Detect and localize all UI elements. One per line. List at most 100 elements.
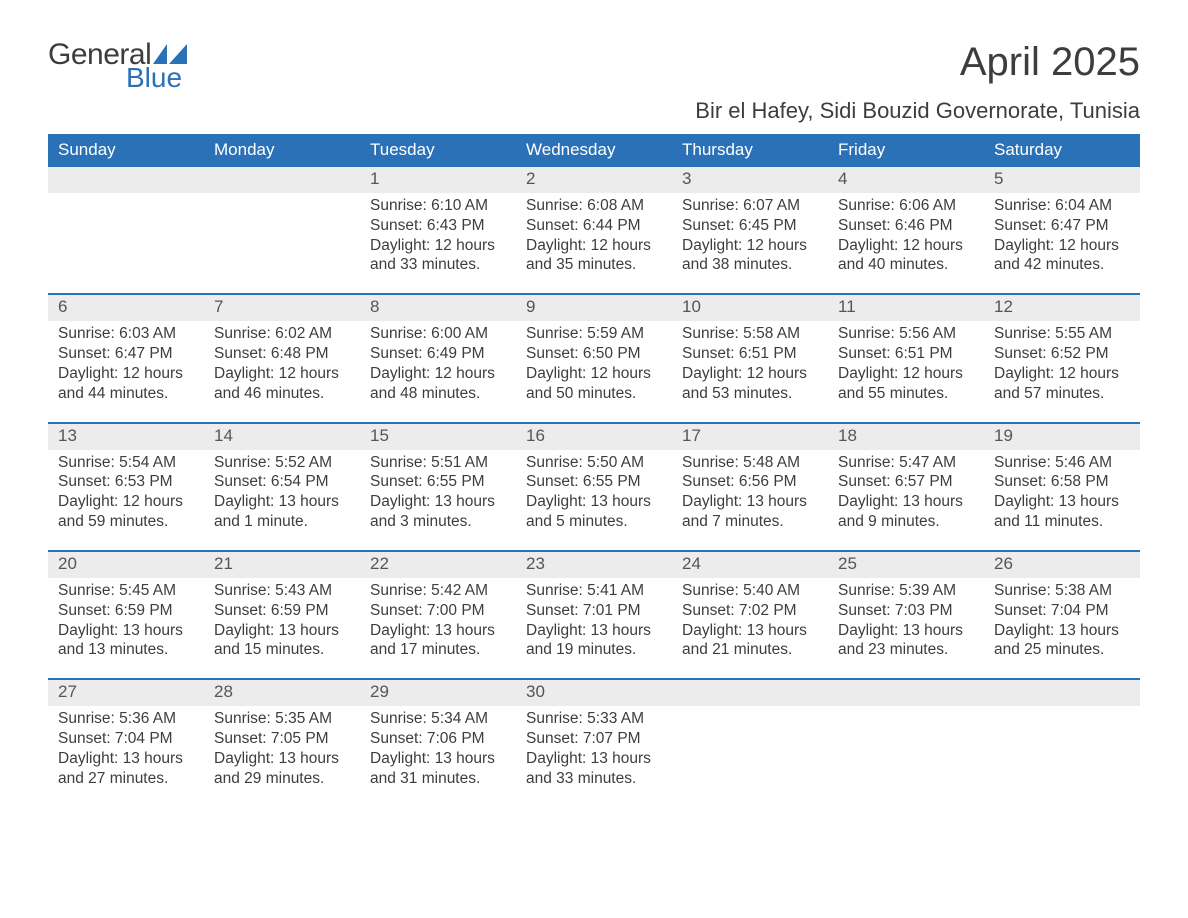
daylight-text: Daylight: 13 hours and 21 minutes.	[682, 621, 818, 661]
sunrise-text: Sunrise: 6:00 AM	[370, 324, 506, 344]
day-details: Sunrise: 6:03 AMSunset: 6:47 PMDaylight:…	[48, 321, 204, 403]
calendar-day-cell: 23Sunrise: 5:41 AMSunset: 7:01 PMDayligh…	[516, 552, 672, 678]
day-number: 15	[360, 424, 516, 450]
day-number: 16	[516, 424, 672, 450]
sunset-text: Sunset: 6:44 PM	[526, 216, 662, 236]
daylight-text: Daylight: 13 hours and 11 minutes.	[994, 492, 1130, 532]
calendar-day-cell	[48, 167, 204, 293]
day-number: 3	[672, 167, 828, 193]
day-details: Sunrise: 5:42 AMSunset: 7:00 PMDaylight:…	[360, 578, 516, 660]
sunset-text: Sunset: 7:05 PM	[214, 729, 350, 749]
day-details	[984, 706, 1140, 709]
calendar-day-cell: 20Sunrise: 5:45 AMSunset: 6:59 PMDayligh…	[48, 552, 204, 678]
sunrise-text: Sunrise: 5:45 AM	[58, 581, 194, 601]
sunset-text: Sunset: 7:00 PM	[370, 601, 506, 621]
daylight-text: Daylight: 13 hours and 1 minute.	[214, 492, 350, 532]
daylight-text: Daylight: 12 hours and 57 minutes.	[994, 364, 1130, 404]
sunrise-text: Sunrise: 6:07 AM	[682, 196, 818, 216]
sunset-text: Sunset: 6:54 PM	[214, 472, 350, 492]
calendar-day-cell: 10Sunrise: 5:58 AMSunset: 6:51 PMDayligh…	[672, 295, 828, 421]
sunrise-text: Sunrise: 6:02 AM	[214, 324, 350, 344]
calendar-week-row: 20Sunrise: 5:45 AMSunset: 6:59 PMDayligh…	[48, 550, 1140, 678]
calendar-week-row: 13Sunrise: 5:54 AMSunset: 6:53 PMDayligh…	[48, 422, 1140, 550]
day-number: 6	[48, 295, 204, 321]
sunset-text: Sunset: 6:48 PM	[214, 344, 350, 364]
day-number: 4	[828, 167, 984, 193]
sunset-text: Sunset: 6:57 PM	[838, 472, 974, 492]
day-number: 13	[48, 424, 204, 450]
day-details: Sunrise: 5:59 AMSunset: 6:50 PMDaylight:…	[516, 321, 672, 403]
calendar-day-cell: 18Sunrise: 5:47 AMSunset: 6:57 PMDayligh…	[828, 424, 984, 550]
day-details: Sunrise: 5:40 AMSunset: 7:02 PMDaylight:…	[672, 578, 828, 660]
calendar-day-cell: 28Sunrise: 5:35 AMSunset: 7:05 PMDayligh…	[204, 680, 360, 806]
day-number: 17	[672, 424, 828, 450]
day-details: Sunrise: 5:41 AMSunset: 7:01 PMDaylight:…	[516, 578, 672, 660]
day-details: Sunrise: 6:02 AMSunset: 6:48 PMDaylight:…	[204, 321, 360, 403]
day-details: Sunrise: 5:35 AMSunset: 7:05 PMDaylight:…	[204, 706, 360, 788]
weekday-header: Thursday	[672, 134, 828, 167]
sunset-text: Sunset: 6:49 PM	[370, 344, 506, 364]
weekday-header: Sunday	[48, 134, 204, 167]
sunrise-text: Sunrise: 5:59 AM	[526, 324, 662, 344]
day-number: 28	[204, 680, 360, 706]
daylight-text: Daylight: 13 hours and 19 minutes.	[526, 621, 662, 661]
location-subtitle: Bir el Hafey, Sidi Bouzid Governorate, T…	[48, 98, 1140, 124]
day-number: 9	[516, 295, 672, 321]
daylight-text: Daylight: 13 hours and 33 minutes.	[526, 749, 662, 789]
daylight-text: Daylight: 12 hours and 38 minutes.	[682, 236, 818, 276]
day-details: Sunrise: 6:06 AMSunset: 6:46 PMDaylight:…	[828, 193, 984, 275]
sunrise-text: Sunrise: 6:03 AM	[58, 324, 194, 344]
weekday-header: Wednesday	[516, 134, 672, 167]
sunrise-text: Sunrise: 5:46 AM	[994, 453, 1130, 473]
daylight-text: Daylight: 13 hours and 13 minutes.	[58, 621, 194, 661]
sunrise-text: Sunrise: 6:04 AM	[994, 196, 1130, 216]
day-number: 1	[360, 167, 516, 193]
day-details	[672, 706, 828, 709]
day-number: 18	[828, 424, 984, 450]
day-number: 27	[48, 680, 204, 706]
daylight-text: Daylight: 12 hours and 35 minutes.	[526, 236, 662, 276]
sunset-text: Sunset: 6:59 PM	[58, 601, 194, 621]
day-details: Sunrise: 6:00 AMSunset: 6:49 PMDaylight:…	[360, 321, 516, 403]
daylight-text: Daylight: 13 hours and 3 minutes.	[370, 492, 506, 532]
daylight-text: Daylight: 12 hours and 46 minutes.	[214, 364, 350, 404]
day-details: Sunrise: 5:43 AMSunset: 6:59 PMDaylight:…	[204, 578, 360, 660]
calendar-table: Sunday Monday Tuesday Wednesday Thursday…	[48, 134, 1140, 807]
calendar-week-row: 27Sunrise: 5:36 AMSunset: 7:04 PMDayligh…	[48, 678, 1140, 806]
day-number: 24	[672, 552, 828, 578]
calendar-day-cell: 9Sunrise: 5:59 AMSunset: 6:50 PMDaylight…	[516, 295, 672, 421]
daylight-text: Daylight: 12 hours and 48 minutes.	[370, 364, 506, 404]
calendar-day-cell: 24Sunrise: 5:40 AMSunset: 7:02 PMDayligh…	[672, 552, 828, 678]
daylight-text: Daylight: 13 hours and 27 minutes.	[58, 749, 194, 789]
day-number: 12	[984, 295, 1140, 321]
calendar-day-cell	[828, 680, 984, 806]
sunrise-text: Sunrise: 5:51 AM	[370, 453, 506, 473]
day-number	[48, 167, 204, 193]
day-number: 11	[828, 295, 984, 321]
day-details	[204, 193, 360, 196]
calendar-day-cell: 26Sunrise: 5:38 AMSunset: 7:04 PMDayligh…	[984, 552, 1140, 678]
day-number: 22	[360, 552, 516, 578]
calendar-day-cell: 1Sunrise: 6:10 AMSunset: 6:43 PMDaylight…	[360, 167, 516, 293]
daylight-text: Daylight: 12 hours and 44 minutes.	[58, 364, 194, 404]
daylight-text: Daylight: 13 hours and 25 minutes.	[994, 621, 1130, 661]
calendar-day-cell: 22Sunrise: 5:42 AMSunset: 7:00 PMDayligh…	[360, 552, 516, 678]
calendar-day-cell: 7Sunrise: 6:02 AMSunset: 6:48 PMDaylight…	[204, 295, 360, 421]
day-details	[828, 706, 984, 709]
calendar-day-cell: 25Sunrise: 5:39 AMSunset: 7:03 PMDayligh…	[828, 552, 984, 678]
sunset-text: Sunset: 7:04 PM	[58, 729, 194, 749]
day-number	[984, 680, 1140, 706]
sunset-text: Sunset: 7:03 PM	[838, 601, 974, 621]
calendar-day-cell: 17Sunrise: 5:48 AMSunset: 6:56 PMDayligh…	[672, 424, 828, 550]
sunrise-text: Sunrise: 5:54 AM	[58, 453, 194, 473]
day-details	[48, 193, 204, 196]
sunset-text: Sunset: 6:51 PM	[682, 344, 818, 364]
calendar-week-row: 6Sunrise: 6:03 AMSunset: 6:47 PMDaylight…	[48, 293, 1140, 421]
sunset-text: Sunset: 6:59 PM	[214, 601, 350, 621]
sunset-text: Sunset: 6:50 PM	[526, 344, 662, 364]
sunset-text: Sunset: 6:43 PM	[370, 216, 506, 236]
daylight-text: Daylight: 12 hours and 59 minutes.	[58, 492, 194, 532]
daylight-text: Daylight: 12 hours and 53 minutes.	[682, 364, 818, 404]
day-number: 29	[360, 680, 516, 706]
day-number: 21	[204, 552, 360, 578]
